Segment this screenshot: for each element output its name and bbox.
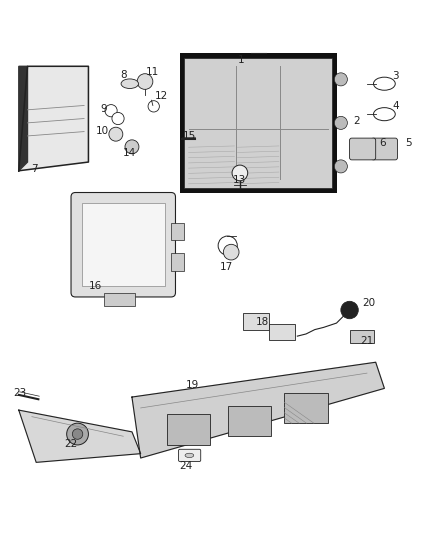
Circle shape [67,423,88,445]
Bar [228,406,271,436]
Text: 15: 15 [183,131,196,141]
Text: 7: 7 [31,164,37,174]
Text: 24: 24 [180,461,193,471]
Circle shape [125,140,139,154]
Text: 11: 11 [146,67,159,77]
Text: 6: 6 [379,139,385,148]
Text: 12: 12 [155,91,168,101]
Bar [180,53,336,192]
FancyBboxPatch shape [371,138,397,160]
Text: 13: 13 [233,175,247,185]
Bar [284,393,328,423]
Polygon shape [19,410,141,462]
Ellipse shape [185,453,194,457]
Circle shape [112,112,124,125]
Ellipse shape [374,77,395,90]
FancyBboxPatch shape [179,449,201,462]
Polygon shape [19,66,88,171]
Text: 3: 3 [392,71,399,81]
Text: 2: 2 [353,116,360,126]
Circle shape [334,73,347,86]
Bar [243,313,269,329]
Text: 1: 1 [237,55,244,65]
Circle shape [105,104,117,117]
Text: 19: 19 [186,380,200,390]
Polygon shape [19,66,28,171]
FancyBboxPatch shape [350,138,376,160]
Circle shape [223,244,239,260]
Circle shape [137,74,153,90]
Ellipse shape [121,79,138,88]
Text: 18: 18 [256,317,269,327]
Bar [184,58,332,188]
Text: 4: 4 [392,101,399,111]
Text: 5: 5 [405,139,412,148]
Bar [171,254,184,271]
Circle shape [341,301,358,319]
FancyBboxPatch shape [71,192,176,297]
Bar [167,415,210,445]
Text: 10: 10 [96,126,109,136]
Text: 8: 8 [120,70,127,80]
Bar [104,293,134,305]
Circle shape [109,127,123,141]
Polygon shape [132,362,385,458]
Circle shape [334,116,347,130]
Text: 14: 14 [123,148,136,158]
Circle shape [72,429,83,439]
Ellipse shape [374,108,395,120]
Circle shape [334,160,347,173]
Text: 9: 9 [100,104,107,114]
Text: 17: 17 [220,262,233,272]
Text: 16: 16 [88,281,102,291]
Circle shape [232,165,248,181]
Text: 20: 20 [363,298,376,309]
Bar [171,223,184,240]
Text: 22: 22 [64,439,78,449]
Bar [82,204,165,286]
Text: 23: 23 [13,387,26,398]
Text: 21: 21 [360,336,374,346]
Bar [350,329,374,343]
Bar [269,324,295,341]
